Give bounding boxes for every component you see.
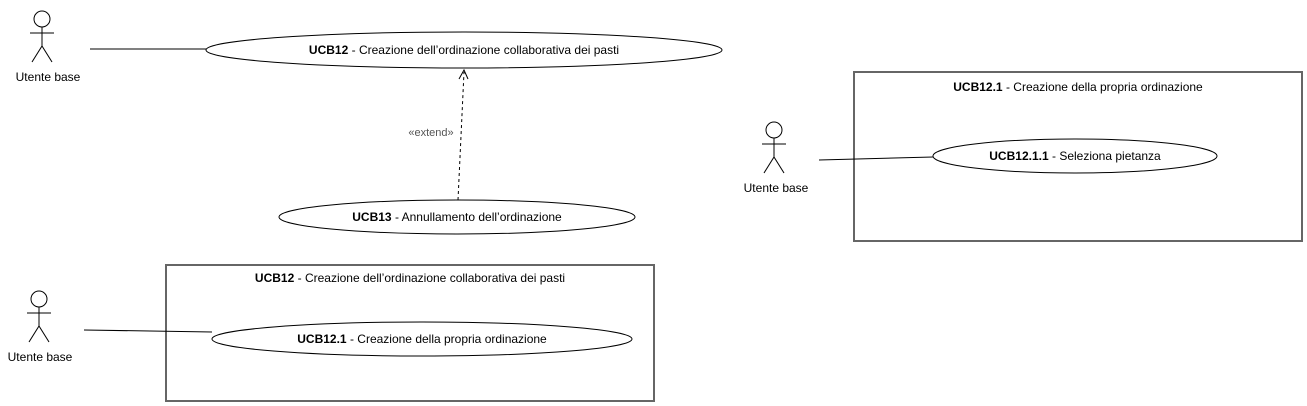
system-boundary-ucb12: [165, 264, 655, 402]
actor-label: Utente base: [8, 350, 73, 364]
actor-label: Utente base: [744, 181, 809, 195]
use-case-label: UCB13 - Annullamento dell’ordinazione: [352, 210, 562, 224]
use-case-label: UCB12.1.1 - Seleziona pietanza: [989, 149, 1161, 163]
extend-arrowhead: [458, 68, 469, 80]
use-case-ucb12-1-1[interactable]: [932, 138, 1218, 174]
use-case-ucb12[interactable]: [205, 31, 723, 69]
association-line: [818, 156, 934, 161]
actor-label: Utente base: [16, 70, 81, 84]
use-case-label: UCB12.1 - Creazione della propria ordina…: [297, 332, 547, 346]
use-case-ucb12-1[interactable]: [211, 321, 633, 357]
use-case-ucb13[interactable]: [278, 199, 636, 235]
actor-figure: [27, 290, 51, 343]
actor-figure: [762, 121, 786, 174]
boundary-title: UCB12.1 - Creazione della propria ordina…: [953, 80, 1203, 94]
system-boundary-ucb12-1: [853, 71, 1303, 242]
extend-label: «extend»: [408, 127, 453, 139]
use-case-label: UCB12 - Creazione dell’ordinazione colla…: [309, 43, 619, 57]
extend-arrow: [457, 71, 465, 201]
boundary-title: UCB12 - Creazione dell’ordinazione colla…: [255, 271, 565, 285]
association-line: [83, 329, 213, 333]
actor-figure: [30, 10, 54, 63]
